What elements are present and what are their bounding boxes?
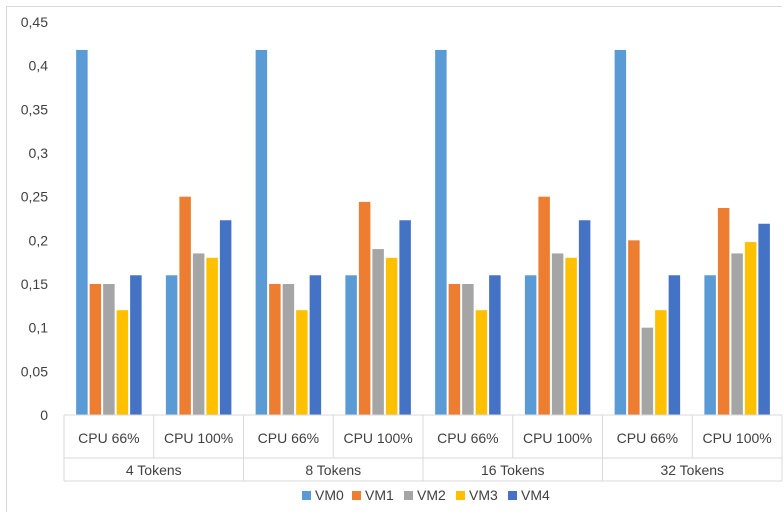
bar-vm4-0 — [130, 275, 142, 415]
bar-vm2-5 — [551, 253, 564, 415]
bar-vm3-7 — [744, 242, 757, 415]
y-tick-label: 0,35 — [21, 101, 48, 117]
y-tick-label: 0,15 — [21, 276, 48, 292]
bar-vm1-3 — [358, 201, 371, 415]
x-subcategory-label: CPU 66% — [617, 430, 678, 446]
legend-swatch — [456, 491, 465, 500]
legend-label: VM2 — [417, 487, 446, 503]
bar-vm1-7 — [717, 208, 730, 415]
bars — [76, 49, 770, 415]
bar-vm1-2 — [269, 284, 281, 415]
x-subcategory-label: CPU 66% — [78, 430, 139, 446]
bar-vm2-7 — [731, 253, 743, 415]
y-tick-label: 0,45 — [21, 14, 48, 30]
legend-swatch — [508, 491, 517, 500]
x-group-label: 32 Tokens — [660, 462, 724, 478]
bar-vm2-2 — [282, 284, 295, 415]
bar-vm1-0 — [89, 284, 102, 415]
bar-vm3-4 — [475, 310, 488, 415]
bar-vm4-4 — [489, 275, 501, 415]
bar-vm0-6 — [614, 49, 627, 415]
bar-vm0-3 — [345, 275, 357, 415]
x-subcategory-label: CPU 100% — [523, 430, 592, 446]
y-axis: 0 0,05 0,1 0,15 0,2 0,25 0,3 0,35 0,4 0,45 — [21, 14, 48, 423]
bar-vm4-3 — [399, 220, 411, 415]
bar-vm3-6 — [655, 310, 667, 415]
x-subcategory-label: CPU 100% — [343, 430, 412, 446]
legend-label: VM4 — [521, 487, 550, 503]
y-tick-label: 0,1 — [29, 320, 49, 336]
x-subcategory-label: CPU 100% — [164, 430, 233, 446]
legend-item-vm4: VM4 — [508, 487, 550, 503]
bar-vm4-6 — [668, 275, 681, 415]
y-tick-label: 0 — [40, 407, 48, 423]
y-tick-label: 0,05 — [21, 363, 48, 379]
bar-vm4-1 — [219, 220, 232, 415]
legend: VM0 VM1 VM2 VM3 VM4 — [302, 487, 550, 503]
bar-vm2-6 — [641, 327, 654, 415]
legend-swatch — [302, 491, 311, 500]
bar-vm0-2 — [255, 49, 268, 415]
bar-vm3-3 — [385, 257, 398, 415]
legend-swatch — [404, 491, 413, 500]
legend-swatch — [352, 491, 361, 500]
legend-item-vm1: VM1 — [352, 487, 394, 503]
bar-vm1-4 — [448, 284, 461, 415]
bar-vm0-1 — [165, 275, 178, 415]
bar-vm1-5 — [538, 196, 550, 415]
bar-vm4-2 — [309, 275, 322, 415]
bar-vm0-4 — [435, 49, 447, 415]
bar-vm0-7 — [704, 275, 716, 415]
bar-vm1-1 — [179, 196, 191, 415]
bar-vm4-7 — [758, 223, 770, 415]
bar-vm2-3 — [372, 249, 384, 415]
legend-label: VM3 — [469, 487, 498, 503]
legend-label: VM0 — [315, 487, 344, 503]
bar-vm2-0 — [103, 284, 115, 415]
chart-frame — [6, 6, 782, 512]
bar-vm0-0 — [76, 49, 88, 415]
legend-label: VM1 — [365, 487, 394, 503]
y-tick-label: 0,3 — [29, 145, 49, 161]
legend-item-vm0: VM0 — [302, 487, 344, 503]
x-group-label: 8 Tokens — [305, 462, 361, 478]
bar-vm2-4 — [462, 284, 474, 415]
legend-item-vm2: VM2 — [404, 487, 446, 503]
bar-vm1-6 — [628, 240, 640, 415]
bar-vm3-2 — [296, 310, 308, 415]
x-subcategory-label: CPU 66% — [437, 430, 498, 446]
x-group-label: 16 Tokens — [481, 462, 545, 478]
bar-vm2-1 — [192, 253, 205, 415]
bar-vm3-1 — [206, 257, 218, 415]
y-tick-label: 0,2 — [29, 232, 49, 248]
bar-vm3-0 — [116, 310, 129, 415]
bar-vm3-5 — [565, 257, 577, 415]
x-subcategory-label: CPU 66% — [258, 430, 319, 446]
y-tick-label: 0,4 — [29, 58, 49, 74]
x-subcategory-label: CPU 100% — [702, 430, 771, 446]
bar-vm4-5 — [578, 220, 591, 415]
x-group-label: 4 Tokens — [126, 462, 182, 478]
legend-item-vm3: VM3 — [456, 487, 498, 503]
bar-vm0-5 — [524, 275, 537, 415]
x-axis: CPU 66% CPU 100% CPU 66% CPU 100% CPU 66% CPU… — [63, 414, 783, 482]
y-tick-label: 0,25 — [21, 189, 48, 205]
